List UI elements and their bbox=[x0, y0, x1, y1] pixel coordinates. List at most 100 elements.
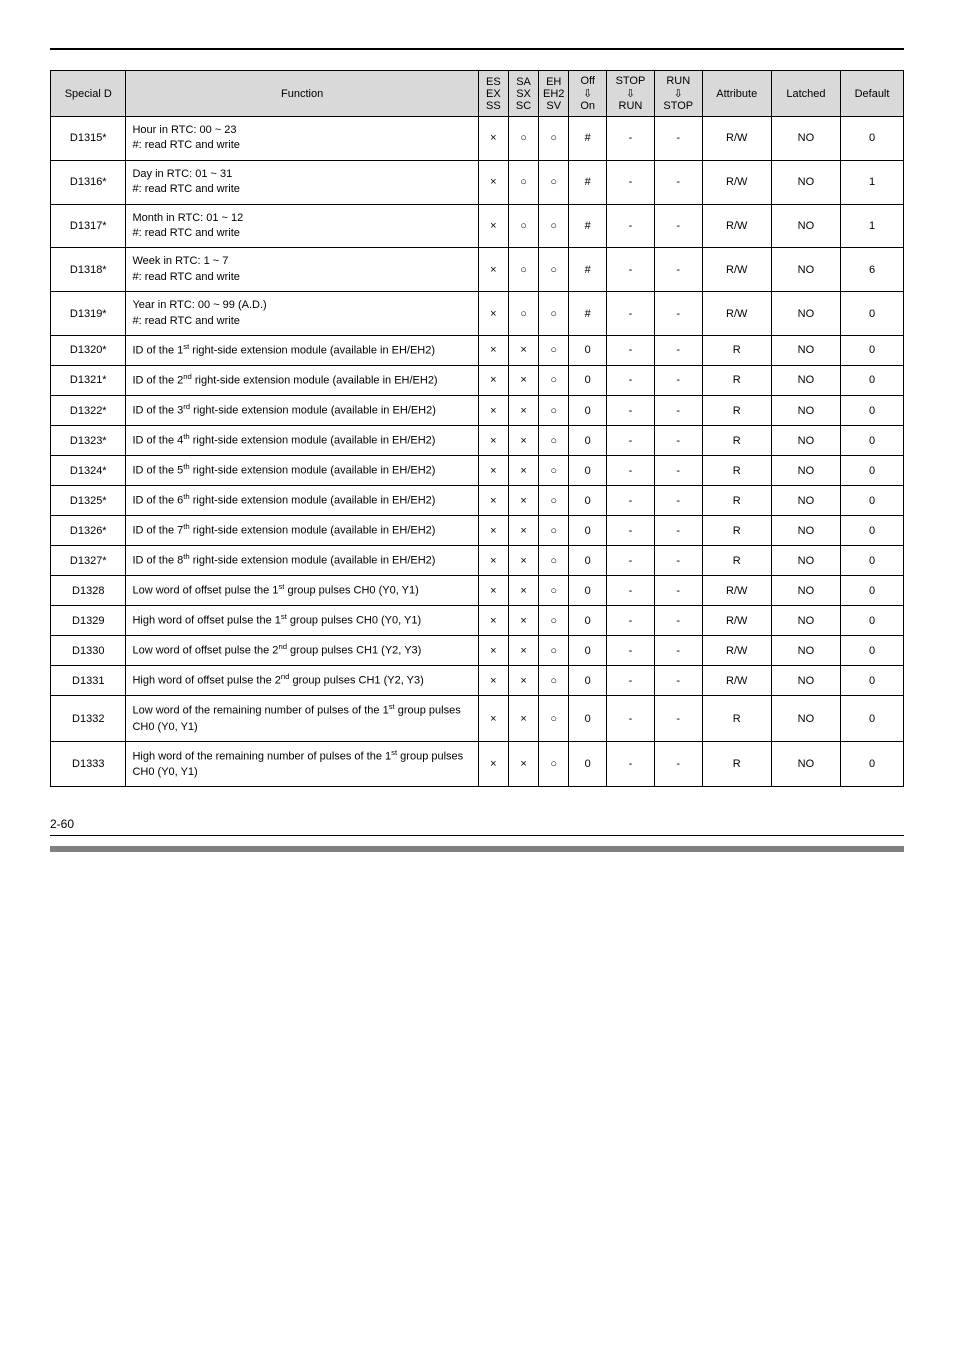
table-row: D1325*ID of the 6th right-side extension… bbox=[51, 486, 904, 516]
cell-function: ID of the 7th right-side extension modul… bbox=[126, 516, 478, 546]
cell-id: D1317* bbox=[51, 204, 126, 248]
cell-stop: - bbox=[607, 456, 655, 486]
cell-off: 0 bbox=[569, 666, 607, 696]
cell-es: × bbox=[478, 426, 508, 456]
cell-run: - bbox=[654, 335, 702, 365]
cell-sa: × bbox=[508, 606, 538, 636]
cell-latched: NO bbox=[771, 456, 840, 486]
cell-off: 0 bbox=[569, 696, 607, 741]
cell-stop: - bbox=[607, 292, 655, 336]
footer-bar bbox=[50, 846, 904, 852]
cell-latched: NO bbox=[771, 365, 840, 395]
cell-id: D1321* bbox=[51, 365, 126, 395]
table-row: D1316*Day in RTC: 01 ~ 31 #: read RTC an… bbox=[51, 160, 904, 204]
cell-stop: - bbox=[607, 696, 655, 741]
cell-id: D1325* bbox=[51, 486, 126, 516]
cell-default: 0 bbox=[841, 516, 904, 546]
cell-id: D1316* bbox=[51, 160, 126, 204]
cell-function: Hour in RTC: 00 ~ 23 #: read RTC and wri… bbox=[126, 117, 478, 161]
cell-sa: × bbox=[508, 741, 538, 786]
cell-off: # bbox=[569, 160, 607, 204]
cell-latched: NO bbox=[771, 117, 840, 161]
cell-run: - bbox=[654, 741, 702, 786]
cell-stop: - bbox=[607, 426, 655, 456]
cell-es: × bbox=[478, 204, 508, 248]
table-row: D1322*ID of the 3rd right-side extension… bbox=[51, 396, 904, 426]
top-rule bbox=[50, 48, 904, 50]
cell-sa: × bbox=[508, 546, 538, 576]
cell-run: - bbox=[654, 117, 702, 161]
cell-attr: R/W bbox=[702, 636, 771, 666]
cell-sa: × bbox=[508, 396, 538, 426]
cell-latched: NO bbox=[771, 486, 840, 516]
cell-stop: - bbox=[607, 365, 655, 395]
cell-function: High word of offset pulse the 2nd group … bbox=[126, 666, 478, 696]
cell-sa: × bbox=[508, 666, 538, 696]
cell-stop: - bbox=[607, 576, 655, 606]
cell-default: 0 bbox=[841, 335, 904, 365]
cell-es: × bbox=[478, 396, 508, 426]
cell-latched: NO bbox=[771, 335, 840, 365]
col-es: ES EX SS bbox=[478, 71, 508, 117]
cell-function: ID of the 1st right-side extension modul… bbox=[126, 335, 478, 365]
cell-off: 0 bbox=[569, 335, 607, 365]
cell-id: D1332 bbox=[51, 696, 126, 741]
cell-default: 0 bbox=[841, 365, 904, 395]
cell-id: D1315* bbox=[51, 117, 126, 161]
cell-es: × bbox=[478, 516, 508, 546]
cell-attr: R bbox=[702, 396, 771, 426]
col-off: Off ⇩ On bbox=[569, 71, 607, 117]
cell-eh: ○ bbox=[539, 396, 569, 426]
cell-default: 0 bbox=[841, 117, 904, 161]
table-row: D1315*Hour in RTC: 00 ~ 23 #: read RTC a… bbox=[51, 117, 904, 161]
cell-attr: R bbox=[702, 456, 771, 486]
cell-es: × bbox=[478, 741, 508, 786]
cell-eh: ○ bbox=[539, 666, 569, 696]
cell-stop: - bbox=[607, 204, 655, 248]
table-row: D1324*ID of the 5th right-side extension… bbox=[51, 456, 904, 486]
cell-attr: R bbox=[702, 486, 771, 516]
cell-es: × bbox=[478, 248, 508, 292]
cell-es: × bbox=[478, 365, 508, 395]
cell-id: D1319* bbox=[51, 292, 126, 336]
col-sa: SA SX SC bbox=[508, 71, 538, 117]
cell-off: # bbox=[569, 292, 607, 336]
cell-attr: R bbox=[702, 365, 771, 395]
cell-attr: R/W bbox=[702, 666, 771, 696]
cell-run: - bbox=[654, 456, 702, 486]
cell-latched: NO bbox=[771, 426, 840, 456]
cell-latched: NO bbox=[771, 636, 840, 666]
cell-eh: ○ bbox=[539, 696, 569, 741]
col-eh: EH EH2 SV bbox=[539, 71, 569, 117]
cell-eh: ○ bbox=[539, 117, 569, 161]
cell-run: - bbox=[654, 546, 702, 576]
cell-es: × bbox=[478, 160, 508, 204]
cell-function: ID of the 6th right-side extension modul… bbox=[126, 486, 478, 516]
cell-stop: - bbox=[607, 117, 655, 161]
cell-function: ID of the 5th right-side extension modul… bbox=[126, 456, 478, 486]
table-row: D1331High word of offset pulse the 2nd g… bbox=[51, 666, 904, 696]
cell-function: Low word of offset pulse the 2nd group p… bbox=[126, 636, 478, 666]
cell-attr: R bbox=[702, 546, 771, 576]
cell-off: 0 bbox=[569, 396, 607, 426]
cell-es: × bbox=[478, 456, 508, 486]
cell-function: ID of the 4th right-side extension modul… bbox=[126, 426, 478, 456]
table-row: D1323*ID of the 4th right-side extension… bbox=[51, 426, 904, 456]
cell-eh: ○ bbox=[539, 248, 569, 292]
cell-attr: R/W bbox=[702, 204, 771, 248]
cell-attr: R bbox=[702, 741, 771, 786]
cell-id: D1333 bbox=[51, 741, 126, 786]
footer-rule bbox=[50, 835, 904, 836]
cell-stop: - bbox=[607, 516, 655, 546]
cell-default: 0 bbox=[841, 606, 904, 636]
cell-eh: ○ bbox=[539, 606, 569, 636]
cell-latched: NO bbox=[771, 666, 840, 696]
footer: 2-60 bbox=[50, 817, 904, 852]
cell-latched: NO bbox=[771, 204, 840, 248]
cell-run: - bbox=[654, 636, 702, 666]
cell-run: - bbox=[654, 576, 702, 606]
cell-sa: × bbox=[508, 696, 538, 741]
cell-eh: ○ bbox=[539, 486, 569, 516]
table-row: D1326*ID of the 7th right-side extension… bbox=[51, 516, 904, 546]
cell-id: D1318* bbox=[51, 248, 126, 292]
